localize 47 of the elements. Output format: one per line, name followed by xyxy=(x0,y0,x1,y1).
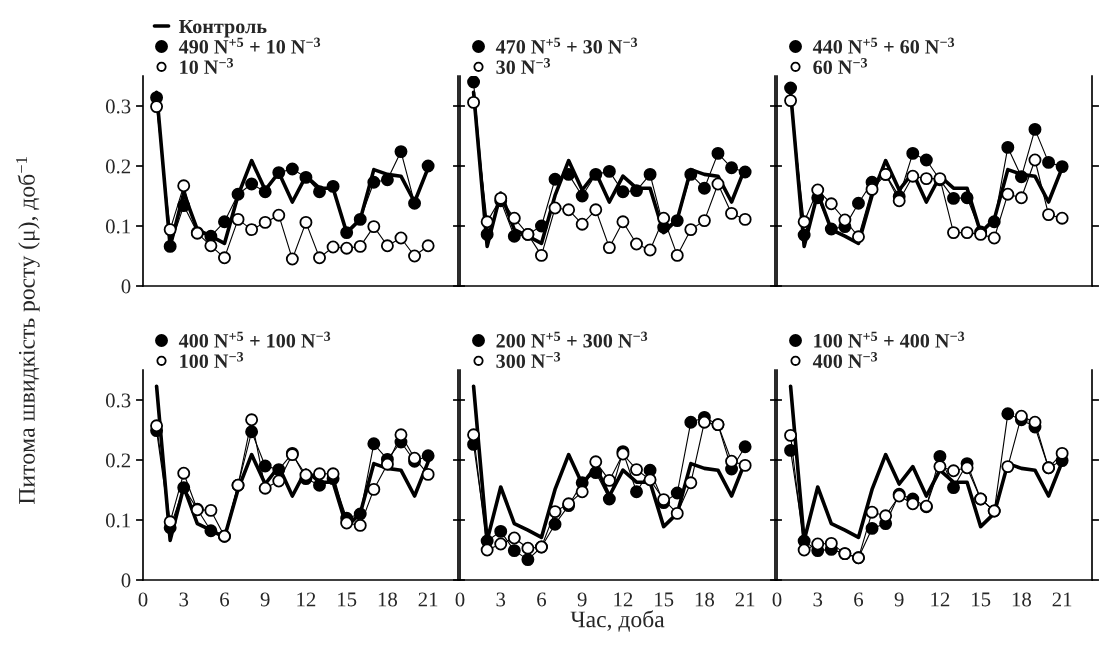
x-tick-label: 12 xyxy=(931,592,950,607)
y-tick-label: 0.3 xyxy=(105,99,131,114)
y-tick-label: 0 xyxy=(121,279,131,294)
x-tick-label: 6 xyxy=(537,592,547,607)
legend-label: 440 N$^{+5}$ + 60 N$^{−3}$ xyxy=(812,37,955,54)
y-axis-title: Питома швидкість росту (μ), доб$^{−1}$ xyxy=(16,157,40,504)
x-tick-label: 6 xyxy=(220,592,230,607)
legend-label: 60 N$^{−3}$ xyxy=(813,57,868,74)
x-tick-label: 6 xyxy=(854,592,864,607)
x-tick-label: 21 xyxy=(1052,592,1072,607)
x-tick-label: 15 xyxy=(655,592,674,607)
legend-label: 490 N$^{+5}$ + 10 N$^{−3}$ xyxy=(178,37,321,54)
x-tick-label: 15 xyxy=(972,592,991,607)
y-tick-label: 0.1 xyxy=(105,513,130,528)
x-axis-title: Час, доба xyxy=(570,610,665,632)
x-tick-label: 0 xyxy=(138,592,148,607)
x-tick-label: 18 xyxy=(378,592,398,607)
y-tick-label: 0.1 xyxy=(105,219,130,234)
x-tick-label: 0 xyxy=(455,592,465,607)
x-tick-label: 21 xyxy=(418,592,438,607)
legend-label: 400 N$^{−3}$ xyxy=(812,351,878,368)
x-tick-label: 15 xyxy=(338,592,357,607)
legend-label: 10 N$^{−3}$ xyxy=(180,57,234,74)
legend-label: 100 N$^{+5}$ + 400 N$^{−3}$ xyxy=(814,331,965,348)
y-tick-label: 0 xyxy=(121,573,131,588)
y-tick-label: 0.2 xyxy=(105,453,131,468)
x-tick-label: 21 xyxy=(735,592,755,607)
x-tick-label: 9 xyxy=(577,592,587,607)
x-tick-label: 12 xyxy=(614,592,633,607)
y-tick-label: 0.3 xyxy=(105,393,131,408)
y-tick-label: 0.2 xyxy=(105,159,131,174)
x-tick-label: 9 xyxy=(894,592,904,607)
x-tick-label: 3 xyxy=(179,592,189,607)
x-tick-label: 9 xyxy=(260,592,270,607)
x-tick-label: 12 xyxy=(297,592,316,607)
legend-label: 470 N$^{+5}$ + 30 N$^{−3}$ xyxy=(495,37,638,54)
legend-label: 200 N$^{+5}$ + 300 N$^{−3}$ xyxy=(496,331,648,348)
x-tick-label: 3 xyxy=(496,592,506,607)
legend-label: 400 N$^{+5}$ + 100 N$^{−3}$ xyxy=(178,331,331,348)
legend-label: Контроль xyxy=(178,19,267,38)
legend-label: 100 N$^{−3}$ xyxy=(180,351,244,368)
x-tick-label: 18 xyxy=(1012,592,1032,607)
x-tick-label: 18 xyxy=(695,592,715,607)
legend-label: 30 N$^{−3}$ xyxy=(496,57,551,74)
x-tick-label: 0 xyxy=(772,592,782,607)
x-tick-label: 3 xyxy=(813,592,823,607)
legend-label: 300 N$^{−3}$ xyxy=(496,351,561,368)
